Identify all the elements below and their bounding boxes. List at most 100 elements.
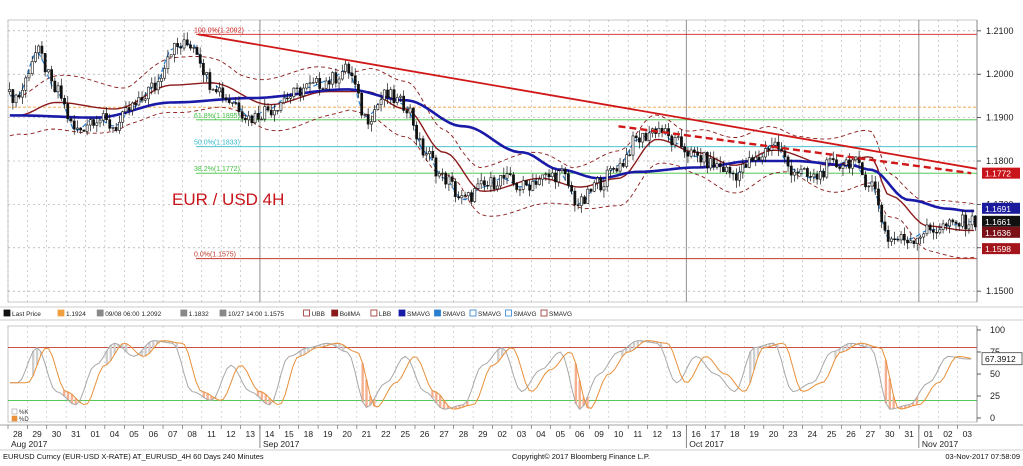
- candle-body: [127, 107, 131, 111]
- candle-body: [550, 172, 554, 177]
- x-tick-label: 20: [769, 429, 779, 439]
- candle-body: [250, 115, 254, 124]
- candle-body: [266, 106, 270, 111]
- candle-body: [486, 185, 490, 187]
- x-tick-label: 13: [246, 429, 256, 439]
- candle-body: [935, 231, 938, 234]
- x-tick-label: 09: [594, 429, 604, 439]
- candle-body: [457, 196, 460, 199]
- candle-body: [195, 47, 199, 55]
- price-tag: [982, 243, 1020, 255]
- candle-body: [476, 183, 480, 189]
- candle-body: [961, 214, 964, 227]
- x-tick-label: 23: [788, 429, 798, 439]
- osc-tick-label: 0: [990, 413, 995, 423]
- candle-body: [499, 175, 502, 187]
- candle-body: [680, 136, 683, 148]
- candle-body: [382, 89, 386, 100]
- candle-body: [618, 162, 622, 172]
- candle-body: [415, 124, 418, 140]
- candle-body: [30, 61, 34, 74]
- candle-body: [848, 159, 851, 169]
- candle-body: [932, 229, 935, 233]
- candle-body: [311, 82, 315, 84]
- candle-body: [521, 180, 525, 190]
- price-tick-label: 1.1500: [986, 286, 1014, 296]
- x-tick-label: 25: [401, 429, 411, 439]
- candle-body: [21, 89, 24, 98]
- x-tick-label: 28: [459, 429, 469, 439]
- x-tick-label: 30: [885, 429, 895, 439]
- candle-body: [153, 82, 157, 91]
- candle-body: [176, 43, 179, 48]
- lower-bollinger-band: [9, 106, 975, 259]
- legend-item-label: Last Price: [12, 311, 41, 318]
- x-tick-label: 26: [846, 429, 856, 439]
- candle-body: [286, 97, 289, 100]
- candle-body: [289, 96, 292, 99]
- candle-body: [198, 54, 202, 64]
- candle-body: [24, 77, 28, 91]
- candle-body: [715, 163, 719, 168]
- candle-body: [169, 54, 173, 58]
- x-tick-label: 31: [904, 429, 914, 439]
- candle-body: [331, 72, 334, 85]
- osc-legend-label: %K: [19, 410, 28, 416]
- slow-sma-line: [9, 88, 975, 213]
- candle-body: [741, 163, 745, 173]
- candle-body: [17, 94, 21, 98]
- candle-body: [570, 185, 574, 192]
- candle-body: [247, 115, 251, 121]
- osc-tick-label: 50: [990, 369, 1000, 379]
- candle-body: [673, 137, 677, 146]
- x-tick-label: 05: [556, 429, 566, 439]
- candle-body: [192, 47, 196, 49]
- legend-swatch: [505, 309, 512, 317]
- candle-body: [576, 204, 580, 206]
- candle-body: [72, 120, 76, 130]
- candle-body: [370, 121, 373, 125]
- osc-legend-swatch: [11, 408, 18, 415]
- x-tick-label: 30: [52, 429, 62, 439]
- x-tick-label: 20: [342, 429, 352, 439]
- x-tick-label: 22: [381, 429, 391, 439]
- candle-body: [40, 45, 44, 54]
- candle-body: [886, 229, 890, 242]
- x-tick-label: 14: [265, 429, 275, 439]
- candle-body: [218, 87, 221, 93]
- x-tick-label: 18: [730, 429, 740, 439]
- legend-item-label: 1.1924: [66, 311, 86, 318]
- candle-body: [757, 156, 761, 161]
- x-tick-label: 10: [614, 429, 624, 439]
- candle-body: [134, 102, 137, 106]
- x-tick-label: 02: [497, 429, 507, 439]
- candle-body: [890, 238, 893, 242]
- candle-body: [812, 173, 816, 178]
- legend-swatch: [3, 309, 11, 317]
- candle-body: [399, 95, 402, 98]
- stochastic-k-line: [9, 340, 972, 410]
- legend-swatch: [540, 309, 548, 317]
- candle-body: [256, 113, 260, 120]
- x-tick-label: 21: [362, 429, 372, 439]
- candle-body: [8, 89, 11, 92]
- candle-body: [780, 148, 783, 152]
- candle-body: [676, 136, 680, 138]
- candle-body: [59, 85, 63, 99]
- candle-body: [964, 214, 968, 230]
- candle-body: [418, 138, 422, 140]
- candle-body: [434, 157, 438, 177]
- x-tick-label: 13: [672, 429, 682, 439]
- candle-body: [431, 151, 435, 159]
- candle-body: [602, 186, 606, 191]
- candle-body: [825, 159, 829, 178]
- osc-tick-label: 100: [990, 325, 1005, 335]
- candle-body: [147, 86, 150, 100]
- candle-body: [857, 156, 861, 163]
- candle-body: [531, 181, 535, 191]
- candle-body: [864, 174, 867, 188]
- candle-body: [282, 97, 286, 103]
- x-tick-label: 11: [207, 429, 216, 439]
- legend-swatch: [219, 309, 227, 317]
